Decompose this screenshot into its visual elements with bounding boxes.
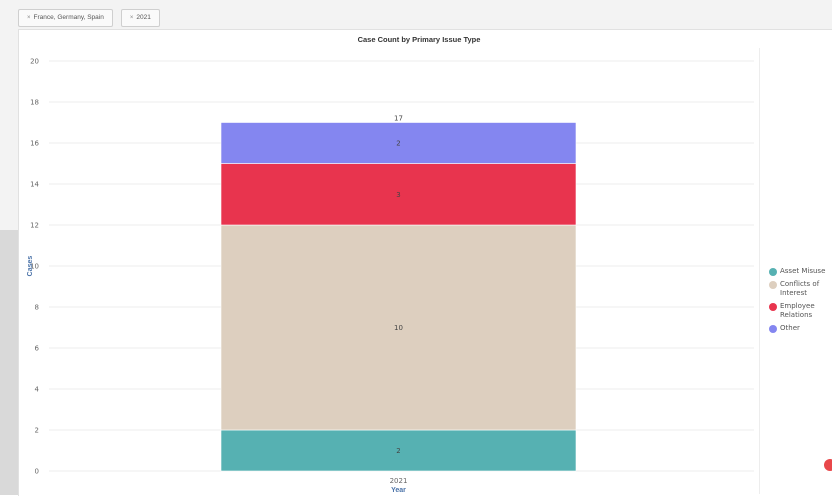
y-tick-label: 4 xyxy=(35,386,40,394)
y-tick-label: 20 xyxy=(30,58,39,66)
y-tick-label: 18 xyxy=(30,99,39,107)
legend-label: Employee Relations xyxy=(780,302,815,319)
y-tick-label: 12 xyxy=(30,222,39,230)
y-tick-label: 14 xyxy=(30,181,39,189)
filter-chip-label: 2021 xyxy=(136,14,151,21)
legend-swatch xyxy=(769,268,777,276)
legend-label: Conflicts of Interest xyxy=(780,280,820,297)
bar-segment[interactable] xyxy=(220,224,577,431)
filter-bar: × France, Germany, Spain × 2021 xyxy=(18,9,160,27)
x-tick-label: 2021 xyxy=(390,477,408,485)
chart-title: Case Count by Primary Issue Type xyxy=(357,35,481,44)
close-icon[interactable]: × xyxy=(129,15,134,21)
data-label: 2 xyxy=(396,447,400,455)
filter-chip-label: France, Germany, Spain xyxy=(33,14,104,21)
data-label: 3 xyxy=(396,191,400,199)
filter-chip-countries[interactable]: × France, Germany, Spain xyxy=(18,9,113,27)
legend-swatch xyxy=(769,281,777,289)
legend-item[interactable]: Other xyxy=(769,324,832,333)
notification-dot xyxy=(824,459,832,471)
bar-segment[interactable] xyxy=(220,122,577,164)
legend-item[interactable]: Conflicts of Interest xyxy=(769,280,832,298)
legend-swatch xyxy=(769,303,777,311)
legend-swatch xyxy=(769,325,777,333)
legend-divider xyxy=(759,48,760,494)
legend-label: Asset Misuse xyxy=(780,267,826,275)
total-label: 17 xyxy=(394,115,403,123)
legend-item[interactable]: Asset Misuse xyxy=(769,267,832,276)
legend-item[interactable]: Employee Relations xyxy=(769,302,832,320)
y-tick-label: 8 xyxy=(35,304,39,312)
y-tick-label: 10 xyxy=(30,263,39,271)
y-tick-label: 6 xyxy=(35,345,40,353)
close-icon[interactable]: × xyxy=(27,15,31,21)
bar-segment[interactable] xyxy=(220,429,577,472)
stacked-bar-chart: 0 2 4 6 8 10 12 14 16 18 20 Cases 2 10 3 2 17 2021 Year xyxy=(27,58,754,494)
chart-legend: Asset Misuse Conflicts of Interest Employe… xyxy=(769,267,832,337)
y-axis-title: Cases xyxy=(27,256,34,277)
data-label: 2 xyxy=(396,140,400,148)
y-tick-label: 16 xyxy=(30,140,39,148)
x-axis-title: Year xyxy=(391,487,406,494)
legend-label: Other xyxy=(780,324,800,332)
data-label: 10 xyxy=(394,324,403,332)
y-tick-label: 0 xyxy=(35,468,39,476)
bar-segment[interactable] xyxy=(220,163,577,226)
chart-card: Case Count by Primary Issue Type 0 2 4 6 8 10… xyxy=(18,29,832,496)
y-tick-label: 2 xyxy=(35,427,39,435)
filter-chip-year[interactable]: × 2021 xyxy=(120,9,160,27)
